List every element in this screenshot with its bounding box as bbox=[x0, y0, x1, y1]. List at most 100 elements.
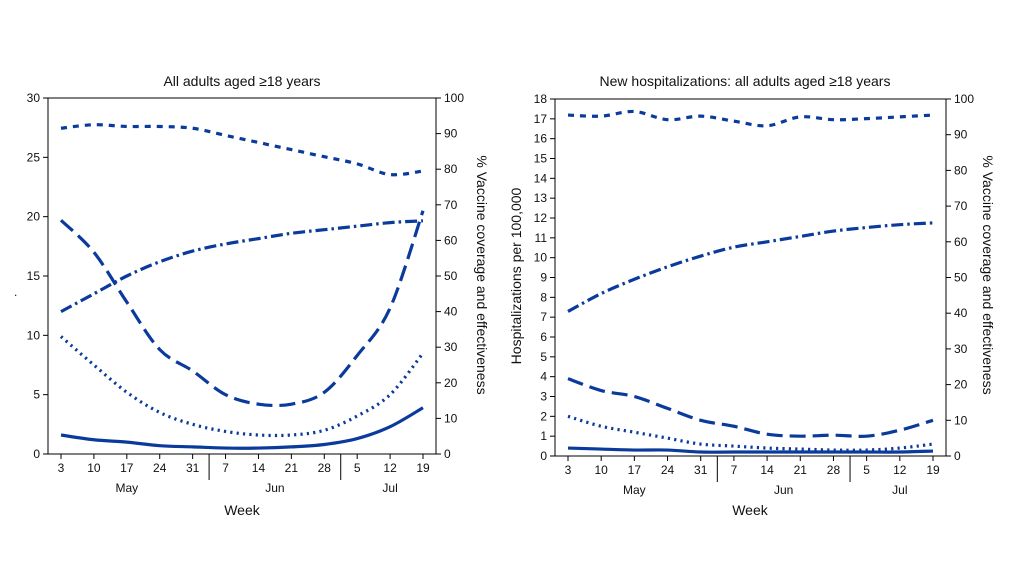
left-tick-label: 18 bbox=[534, 92, 548, 106]
left-tick-label: 13 bbox=[534, 191, 548, 205]
chart-hospitalizations: New hospitalizations: all adults aged ≥1… bbox=[508, 73, 996, 518]
x-tick-label: 28 bbox=[318, 461, 332, 475]
left-tick-label: 5 bbox=[540, 350, 547, 364]
x-tick-label: 24 bbox=[661, 463, 675, 477]
chart-1-series bbox=[59, 123, 425, 450]
month-label: May bbox=[115, 481, 138, 495]
left-tick-label: 12 bbox=[534, 211, 548, 225]
month-label: Jul bbox=[382, 481, 397, 495]
series-line-long-dash bbox=[567, 377, 934, 438]
right-tick-label: 10 bbox=[444, 411, 458, 425]
left-tick-label: 5 bbox=[33, 388, 40, 402]
month-label: Jun bbox=[774, 483, 793, 497]
series-line-short-dash bbox=[567, 109, 934, 128]
left-tick-label: 8 bbox=[540, 290, 547, 304]
left-tick-label: 4 bbox=[540, 370, 547, 384]
right-tick-label: 20 bbox=[444, 376, 458, 390]
right-tick-label: 80 bbox=[954, 163, 968, 177]
chart-1-title: All adults aged ≥18 years bbox=[163, 73, 320, 89]
right-tick-label: 70 bbox=[444, 198, 458, 212]
series-line-dash-dot bbox=[60, 219, 424, 314]
left-tick-label: 14 bbox=[534, 171, 548, 185]
right-tick-label: 30 bbox=[444, 340, 458, 354]
x-tick-label: 17 bbox=[120, 461, 134, 475]
left-tick-label: 11 bbox=[535, 231, 548, 245]
right-tick-label: 60 bbox=[954, 235, 968, 249]
x-tick-label: 21 bbox=[285, 461, 299, 475]
left-tick-label: 10 bbox=[27, 328, 41, 342]
right-tick-label: 30 bbox=[954, 342, 968, 356]
left-tick-label: 16 bbox=[534, 132, 548, 146]
x-tick-label: 5 bbox=[863, 463, 870, 477]
left-tick-label: 7 bbox=[540, 310, 547, 324]
chart-all-adults: All adults aged ≥18 years Week % Vaccine… bbox=[27, 73, 490, 518]
x-tick-label: 7 bbox=[222, 461, 229, 475]
left-tick-label: 15 bbox=[27, 269, 41, 283]
chart-1-xlabel: Week bbox=[224, 502, 261, 518]
x-tick-label: 7 bbox=[731, 463, 738, 477]
right-tick-label: 50 bbox=[954, 271, 968, 285]
right-tick-label: 40 bbox=[954, 306, 968, 320]
left-tick-label: 9 bbox=[540, 271, 547, 285]
left-tick-label: 1 bbox=[540, 429, 547, 443]
right-tick-label: 100 bbox=[954, 92, 974, 106]
right-tick-label: 40 bbox=[444, 305, 458, 319]
right-tick-label: 70 bbox=[954, 199, 968, 213]
right-tick-label: 100 bbox=[444, 91, 464, 105]
x-tick-label: 28 bbox=[827, 463, 841, 477]
x-tick-label: 10 bbox=[87, 461, 101, 475]
left-tick-label: 0 bbox=[33, 447, 40, 461]
x-tick-label: 24 bbox=[153, 461, 167, 475]
left-tick-label: 15 bbox=[534, 152, 548, 166]
month-label: Jul bbox=[892, 483, 907, 497]
series-line-dot bbox=[567, 414, 934, 452]
x-tick-label: 14 bbox=[252, 461, 266, 475]
series-line-long-dash bbox=[59, 210, 425, 408]
left-tick-label: 25 bbox=[27, 150, 41, 164]
series-line-dash-dot bbox=[567, 221, 934, 313]
left-tick-label: 2 bbox=[540, 409, 547, 423]
x-tick-label: 31 bbox=[694, 463, 708, 477]
plot-frame bbox=[554, 98, 947, 457]
month-label: Jun bbox=[265, 481, 284, 495]
x-tick-label: 10 bbox=[595, 463, 609, 477]
right-tick-label: 10 bbox=[954, 413, 968, 427]
x-tick-label: 3 bbox=[58, 461, 65, 475]
chart-2-xlabel: Week bbox=[732, 502, 769, 518]
left-tick-label: 17 bbox=[534, 112, 548, 126]
x-tick-label: 31 bbox=[186, 461, 200, 475]
x-tick-label: 21 bbox=[794, 463, 808, 477]
right-tick-label: 0 bbox=[444, 447, 451, 461]
series-line-short-dash bbox=[60, 123, 424, 177]
chart-1-y2label: % Vaccine coverage and effectiveness bbox=[474, 155, 490, 394]
chart-2-title: New hospitalizations: all adults aged ≥1… bbox=[600, 73, 891, 89]
x-tick-label: 14 bbox=[760, 463, 774, 477]
right-tick-label: 80 bbox=[444, 162, 458, 176]
chart-2-axes: 0 12 3 4 5 6 7 8 9 10 11 12 13 14 15 16 17 1 80 10 20 30 40 50 6… bbox=[534, 92, 975, 497]
x-tick-label: 19 bbox=[416, 461, 430, 475]
chart-1-axes: 0 5 10 15 20 25 30 0 10 20 30 40 50 60 70 80 90 100 3 10 17 2… bbox=[27, 91, 465, 495]
month-label: May bbox=[623, 483, 646, 497]
series-line-solid bbox=[567, 446, 934, 454]
series-line-dot bbox=[59, 335, 425, 438]
chart-2-ylabel: Hospitalizations per 100,000 bbox=[508, 187, 524, 364]
right-tick-label: 60 bbox=[444, 233, 458, 247]
right-tick-label: 0 bbox=[954, 449, 961, 463]
left-tick-label: 3 bbox=[540, 390, 547, 404]
x-tick-label: 5 bbox=[354, 461, 361, 475]
x-tick-label: 3 bbox=[565, 463, 572, 477]
chart-2-y2label: % Vaccine coverage and effectiveness bbox=[980, 155, 996, 394]
x-tick-label: 12 bbox=[893, 463, 907, 477]
series-line-solid bbox=[60, 406, 424, 450]
right-tick-label: 50 bbox=[444, 269, 458, 283]
x-tick-label: 19 bbox=[926, 463, 940, 477]
x-tick-label: 17 bbox=[628, 463, 642, 477]
left-tick-label: 30 bbox=[27, 91, 41, 105]
left-tick-label: 10 bbox=[534, 251, 548, 265]
left-tick-label: 20 bbox=[27, 210, 41, 224]
x-tick-label: 12 bbox=[383, 461, 397, 475]
right-tick-label: 20 bbox=[954, 378, 968, 392]
right-tick-label: 90 bbox=[444, 127, 458, 141]
left-tick-label: 6 bbox=[540, 330, 547, 344]
